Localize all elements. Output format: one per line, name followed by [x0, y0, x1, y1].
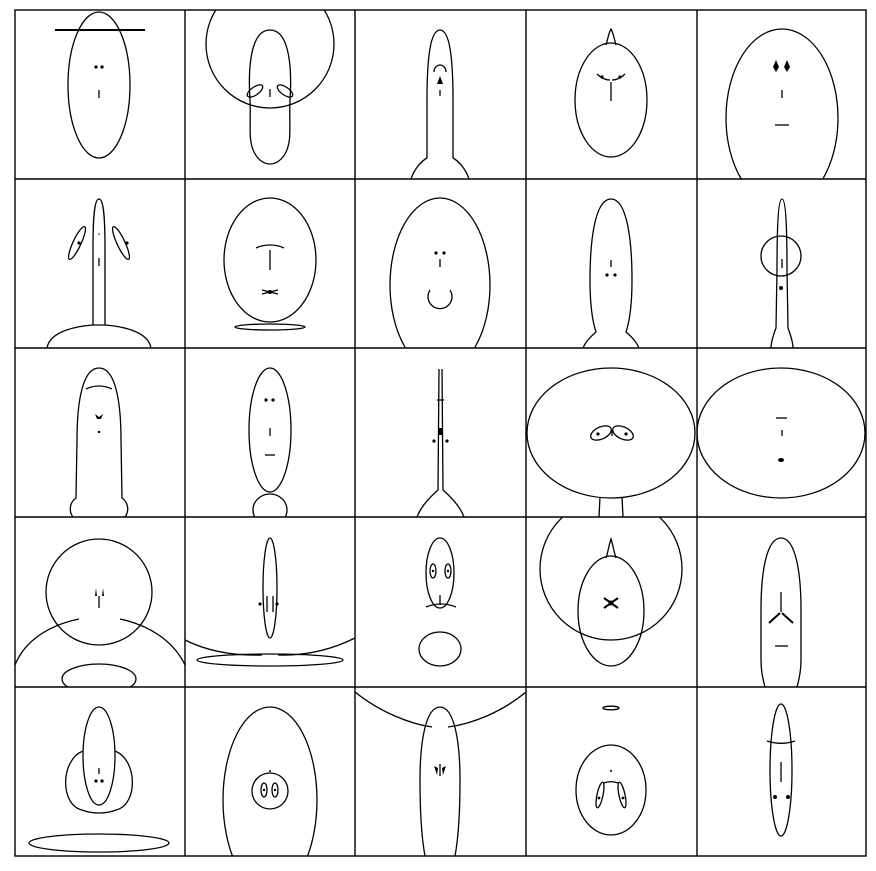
- cell-r4-c1: [15, 538, 185, 687]
- face-doodle-icon: [766, 703, 796, 837]
- face-doodle-icon: [69, 367, 129, 517]
- cell-r4-c2: [185, 537, 355, 667]
- face-doodle-icon: [15, 538, 185, 687]
- face-doodle-icon: [55, 11, 145, 159]
- face-doodle-icon: [574, 27, 648, 158]
- face-doodle-icon: [46, 198, 152, 348]
- face-doodle-icon: [416, 368, 465, 517]
- cell-r4-c5: [760, 537, 802, 687]
- face-doodle-icon: [526, 367, 696, 517]
- face-doodle-icon: [222, 706, 318, 856]
- cell-r4-c4: [539, 517, 683, 667]
- cell-r2-c2: [223, 197, 317, 331]
- grid-lines: [14, 9, 867, 857]
- face-doodle-icon: [697, 367, 866, 499]
- face-doodle-icon: [205, 10, 335, 165]
- face-doodle-icon: [355, 691, 526, 856]
- face-doodle-icon: [539, 517, 683, 667]
- cell-r2-c1: [46, 198, 152, 348]
- face-doodle-icon: [418, 537, 462, 667]
- face-doodle-icon: [248, 367, 292, 517]
- cell-r4-c3: [418, 537, 462, 667]
- cell-r5-c4: [575, 705, 647, 836]
- cell-r2-c5: [760, 198, 802, 348]
- face-doodle-icon: [223, 197, 317, 331]
- cell-r1-c1: [55, 11, 145, 159]
- cell-r3-c1: [69, 367, 129, 517]
- face-doodle-icon: [582, 198, 640, 348]
- face-doodle-icon: [575, 705, 647, 836]
- cell-r3-c3: [416, 368, 465, 517]
- face-doodle-icon: [28, 706, 170, 853]
- cell-r1-c2: [205, 10, 335, 165]
- face-doodle-icon: [389, 197, 491, 348]
- cell-r5-c3: [355, 691, 526, 856]
- cell-r3-c4: [526, 367, 696, 517]
- cell-r1-c5: [725, 28, 839, 179]
- cell-r2-c3: [389, 197, 491, 348]
- face-doodle-icon: [760, 198, 802, 348]
- face-doodle-icon: [410, 29, 470, 179]
- face-doodle-icon: [760, 537, 802, 687]
- cell-r3-c2: [248, 367, 292, 517]
- cell-r1-c4: [574, 27, 648, 158]
- face-doodle-icon: [185, 537, 355, 667]
- cell-r2-c4: [582, 198, 640, 348]
- cell-r3-c5: [697, 367, 866, 499]
- cell-r5-c1: [28, 706, 170, 853]
- cell-r5-c2: [222, 706, 318, 856]
- cell-r5-c5: [766, 703, 796, 837]
- face-doodle-icon: [725, 28, 839, 179]
- cell-r1-c3: [410, 29, 470, 179]
